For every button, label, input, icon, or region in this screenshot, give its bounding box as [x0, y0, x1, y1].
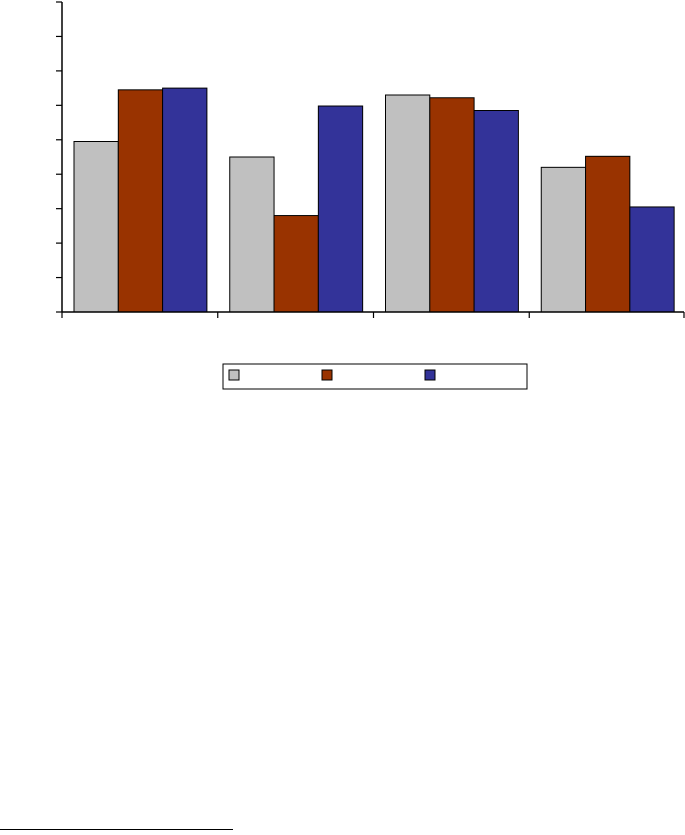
bar: [162, 87, 208, 313]
legend: [222, 363, 528, 390]
footnote-rule: [0, 829, 233, 830]
axes-group: [56, 1, 685, 318]
bars-group: [73, 87, 675, 313]
legend-swatch: [228, 369, 240, 381]
bar: [429, 97, 475, 313]
bar: [585, 155, 631, 313]
bar: [473, 110, 519, 313]
bar: [273, 215, 319, 313]
bar: [229, 156, 275, 313]
bar: [385, 94, 431, 313]
legend-swatch: [424, 369, 436, 381]
bar: [73, 141, 119, 313]
bar: [629, 206, 675, 313]
bar: [117, 89, 164, 313]
legend-swatch: [321, 369, 333, 381]
bar: [317, 105, 364, 313]
legend-box: [222, 363, 528, 390]
bar: [540, 166, 587, 313]
